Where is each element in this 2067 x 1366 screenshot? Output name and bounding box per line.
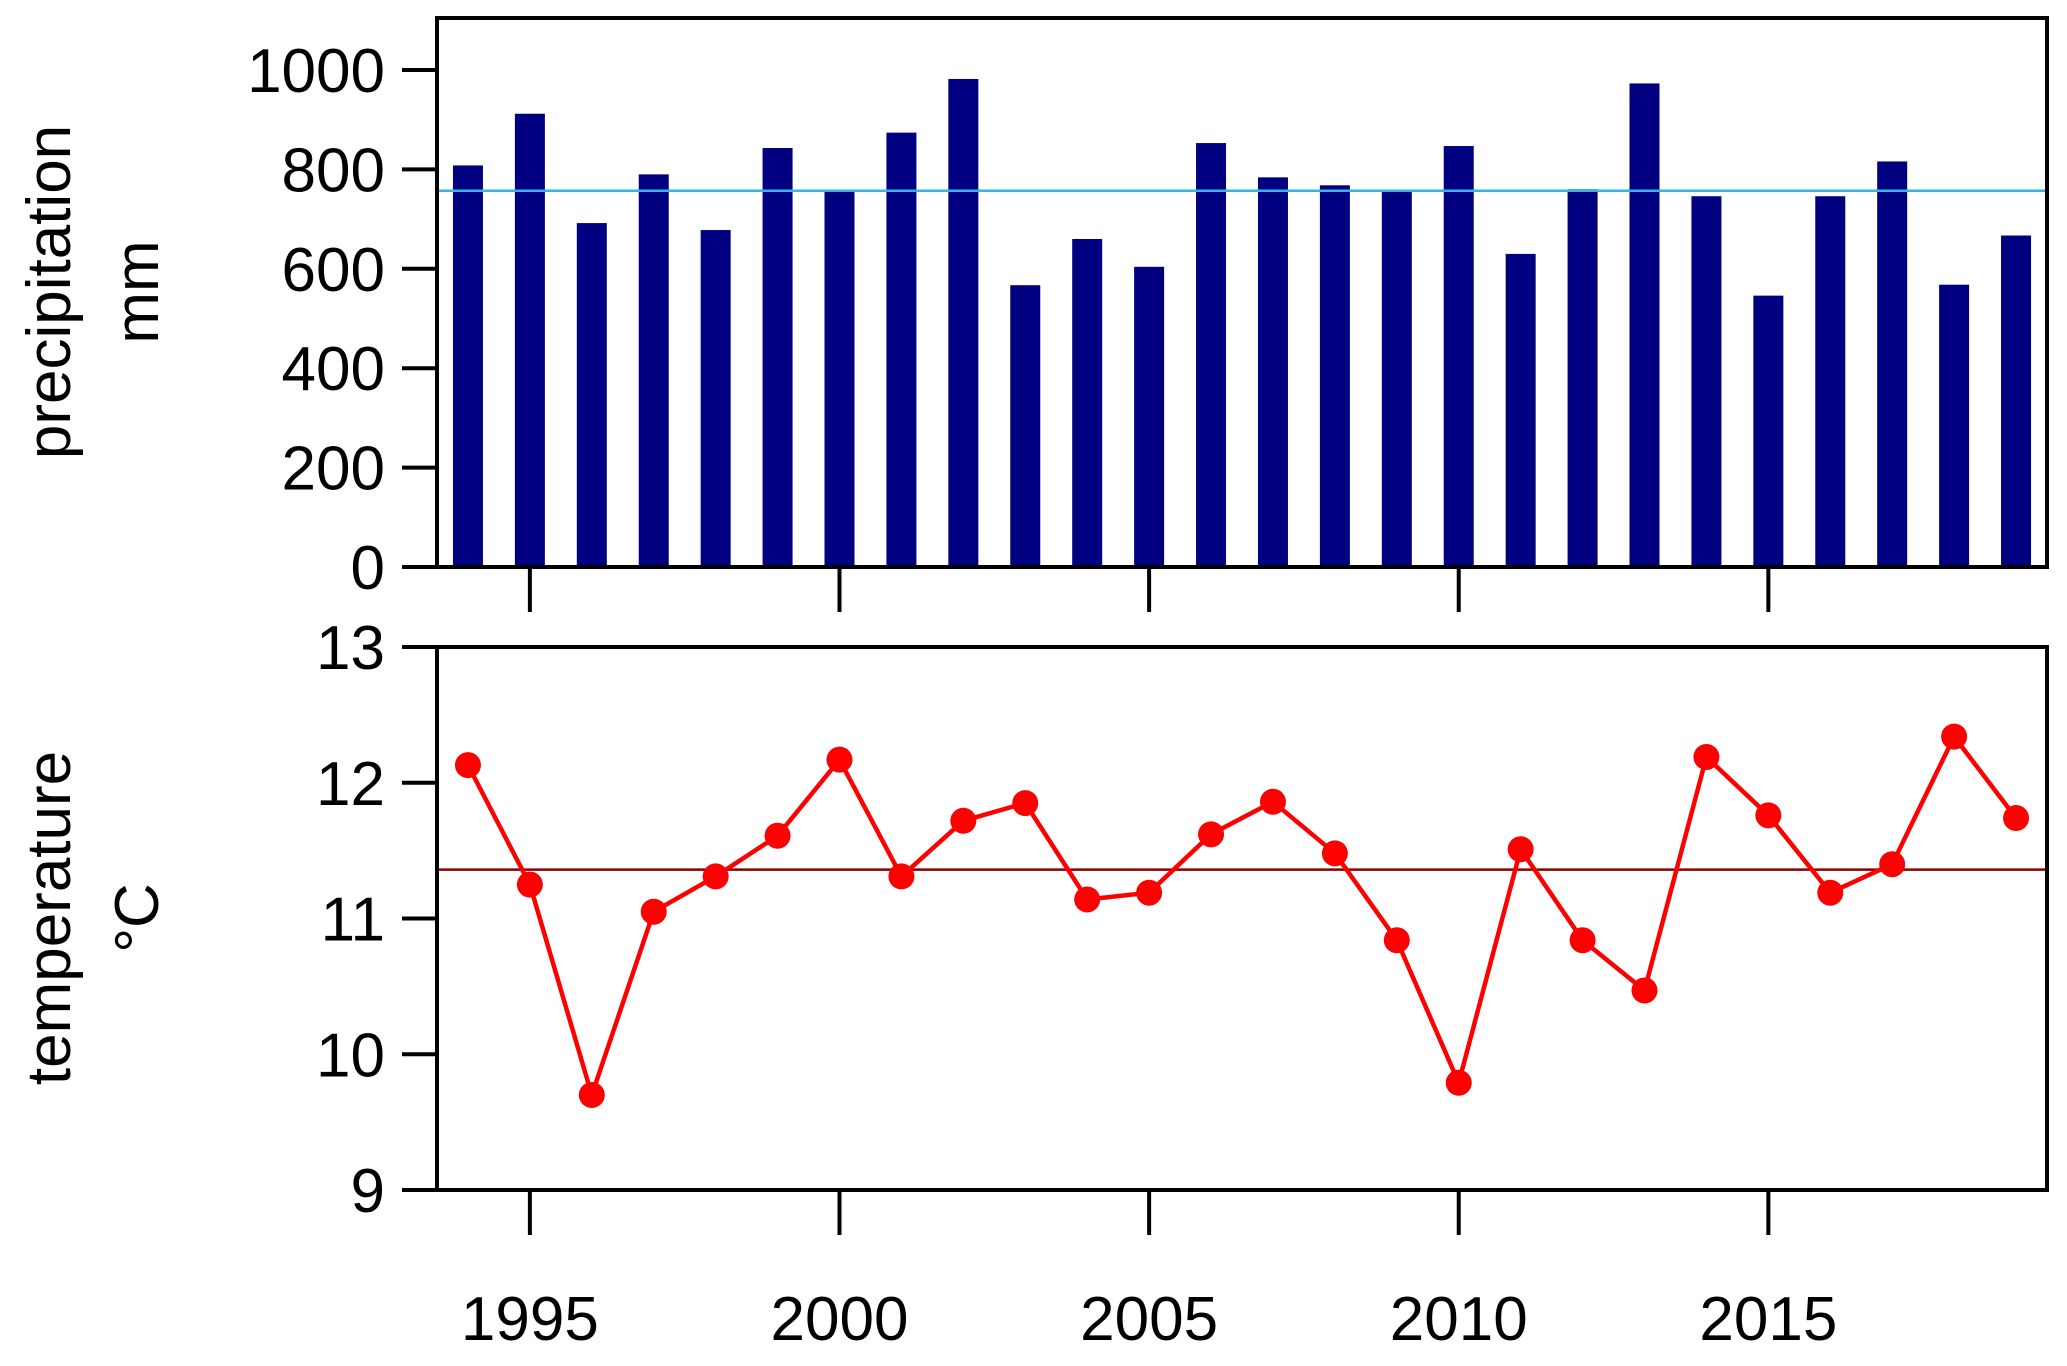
precip-bar-2016 [1815,196,1846,567]
temp-point-2009 [1383,927,1410,954]
temp-ytick-label-13: 13 [316,614,385,683]
temp-point-2003 [1012,790,1039,817]
temp-point-2019 [2003,805,2030,832]
precip-bar-1995 [514,113,545,568]
precip-bar-2015 [1753,295,1784,567]
temp-point-2018 [1941,723,1968,750]
temp-ytick-label-12: 12 [316,750,385,819]
temp-frame [435,645,2049,1192]
precip-ytick-label-0: 0 [351,534,385,603]
temp-ytick-label-9: 9 [351,1157,385,1226]
precip-bar-2014 [1691,196,1722,567]
temp-ytick-label-11: 11 [321,886,385,955]
precip-yunit: mm [103,240,172,343]
precip-bar-2001 [886,132,917,567]
precip-bar-2002 [948,78,979,568]
temp-point-1994 [454,752,481,779]
precip-ytick-label-800: 800 [282,136,385,205]
precip-bar-2013 [1629,83,1660,567]
temp-point-2016 [1817,879,1844,906]
precip-bar-2007 [1257,177,1288,568]
precip-bar-1998 [700,230,731,567]
precip-bar-2004 [1072,238,1103,568]
precip-bar-2005 [1134,266,1165,567]
temp-point-2013 [1631,977,1658,1004]
precip-bar-2011 [1505,253,1536,567]
temp-point-2002 [950,807,977,834]
temp-point-1996 [578,1081,605,1108]
precip-ytick-label-600: 600 [282,236,385,305]
temp-point-2015 [1755,802,1782,829]
precip-bar-2017 [1877,161,1908,567]
precipitation-panel: 0 200 400 600 800 1000 precipitation mm [15,16,2049,612]
precip-bar-2000 [824,190,855,568]
precip-ytick-label-200: 200 [282,435,385,504]
temp-ytick-label-10: 10 [316,1021,385,1090]
precip-bar-1997 [638,174,669,567]
precip-frame [435,16,2049,569]
temp-point-2007 [1259,788,1286,815]
precip-bar-2012 [1567,189,1598,567]
temp-xtick-label-2015: 2015 [1699,1285,1837,1354]
temp-yunit: °C [103,883,172,953]
precip-bar-1996 [576,223,607,568]
precip-bar-2006 [1196,143,1227,567]
precip-bar-2003 [1010,285,1041,567]
temp-xtick-label-2000: 2000 [771,1285,909,1354]
temp-point-2001 [888,863,915,890]
temp-xtick-label-2005: 2005 [1080,1285,1218,1354]
precip-bar-2008 [1319,185,1350,567]
temp-series-line [466,734,2018,1098]
precip-ytick-label-400: 400 [282,335,385,404]
precip-ylabel: precipitation [15,125,84,459]
precip-bar-2019 [2001,235,2032,567]
temp-point-2012 [1569,927,1596,954]
temp-point-1999 [764,822,791,849]
temp-point-2000 [826,746,853,773]
temp-ylabel: temperature [15,751,84,1085]
temp-point-2005 [1136,879,1163,906]
temp-point-2006 [1198,821,1225,848]
temp-point-1997 [640,898,667,925]
precip-bar-1999 [762,148,793,568]
temp-point-2004 [1074,886,1101,913]
temp-xtick-label-1995: 1995 [461,1285,599,1354]
temperature-panel: 9 10 11 12 13 1995 2000 2005 2010 2015 temperature… [15,614,2049,1354]
temp-point-2010 [1445,1069,1472,1096]
temp-point-1995 [516,871,543,898]
precip-bar-2018 [1939,284,1970,567]
temp-point-2008 [1321,840,1348,867]
temp-point-2011 [1507,836,1534,863]
temp-point-2014 [1693,743,1720,770]
temp-xtick-label-2010: 2010 [1390,1285,1528,1354]
precip-bar-2010 [1443,146,1474,567]
precip-ytick-label-1000: 1000 [247,37,385,106]
temp-point-1998 [702,863,729,890]
precip-bar-1994 [452,165,483,567]
temp-point-2017 [1879,851,1906,878]
precip-bar-2009 [1381,191,1412,567]
